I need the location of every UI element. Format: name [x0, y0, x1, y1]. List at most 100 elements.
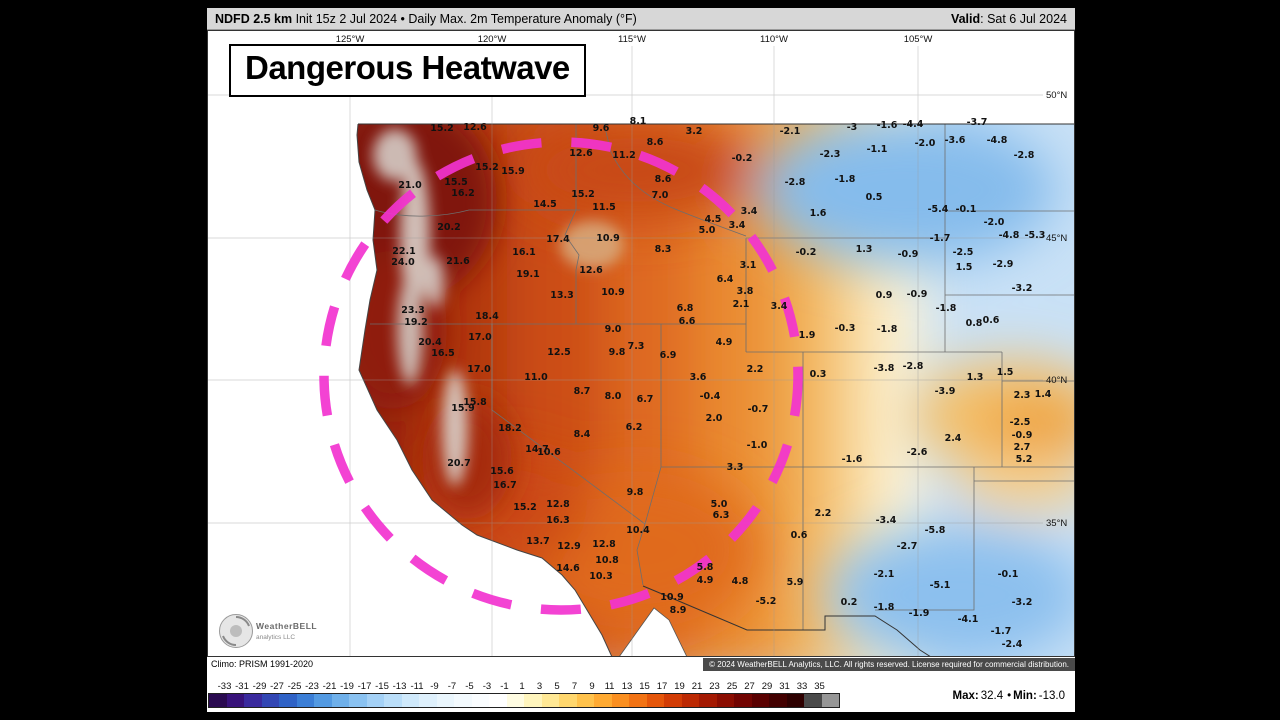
temp-anomaly-value: 10.9 [596, 233, 619, 244]
temp-anomaly-value: 6.6 [679, 316, 696, 327]
temp-anomaly-value: -4.1 [958, 614, 979, 625]
temp-anomaly-value: 23.3 [401, 305, 424, 316]
temp-anomaly-value: -3.8 [874, 363, 895, 374]
temp-anomaly-value: 12.5 [547, 347, 570, 358]
temp-anomaly-value: 2.1 [733, 299, 750, 310]
temp-anomaly-value: -1.8 [874, 602, 895, 613]
colorbar-segment [541, 694, 559, 707]
anomaly-shading [357, 124, 1075, 657]
temp-anomaly-value: -3 [847, 122, 858, 133]
temp-anomaly-value: -3.9 [935, 386, 956, 397]
colorbar-tick: -27 [270, 681, 284, 692]
temp-anomaly-value: 13.7 [526, 536, 549, 547]
colorbar-segment [244, 694, 262, 707]
temp-anomaly-value: -3.2 [1012, 283, 1033, 294]
colorbar-tick: 25 [726, 681, 738, 692]
stats-bullet: • [1007, 690, 1012, 702]
colorbar-segment [226, 694, 244, 707]
colorbar-segment [699, 694, 717, 707]
temp-anomaly-value: -4.8 [999, 230, 1020, 241]
colorbar-segment [454, 694, 472, 707]
valid-time: Valid: Sat 6 Jul 2024 [951, 12, 1067, 26]
colorbar-segment [734, 694, 752, 707]
temp-anomaly-value: 3.4 [729, 220, 746, 231]
colorbar-segment [751, 694, 769, 707]
colorbar-segment [401, 694, 419, 707]
temp-anomaly-value: -2.9 [993, 259, 1014, 270]
colorbar-segment [559, 694, 577, 707]
temp-anomaly-value: 12.9 [557, 541, 580, 552]
temp-anomaly-value: 9.8 [627, 487, 644, 498]
axis-labels: 125°W 120°W 115°W 110°W 105°W 50°N 45°N 40°N 35°… [336, 34, 1068, 529]
temp-anomaly-value: 2.2 [747, 364, 764, 375]
temp-anomaly-value: 2.4 [945, 433, 962, 444]
temperature-values-layer: 15.2 12.6 9.6 8.1 3.2 -2.1 -3 -1.6 -4.4 -3.7 12.6 1… [391, 116, 1052, 650]
min-value: -13.0 [1038, 690, 1065, 702]
colorbar-segment [769, 694, 787, 707]
temp-anomaly-value: -5.8 [925, 525, 946, 536]
temp-anomaly-value: 8.4 [574, 429, 591, 440]
temp-anomaly-value: -2.8 [785, 177, 806, 188]
colorbar-tick: -23 [305, 681, 319, 692]
graphic-panel: NDFD 2.5 km Init 15z 2 Jul 2024 • Daily … [207, 8, 1075, 712]
product-subtitle: Init 15z 2 Jul 2024 • Daily Max. 2m Temp… [292, 11, 637, 26]
temp-anomaly-value: 15.9 [501, 166, 524, 177]
temp-anomaly-value: 6.8 [677, 303, 694, 314]
country-borders [358, 123, 1075, 657]
colorbar-segment [594, 694, 612, 707]
colorbar-area: -33 -31 -29 -27 -25 -23 -21 -19 -17 -15 -13 -11 -9 -7… [207, 681, 1075, 715]
temp-anomaly-value: -5.2 [756, 596, 777, 607]
temp-anomaly-value: -2.8 [903, 361, 924, 372]
temp-anomaly-value: 11.2 [612, 150, 635, 161]
longitude-label: 105°W [904, 34, 933, 45]
colorbar-tick: 31 [779, 681, 790, 692]
temp-anomaly-value: 13.3 [550, 290, 573, 301]
temp-anomaly-value: -1.7 [991, 626, 1012, 637]
colorbar-segment [821, 694, 839, 707]
temp-anomaly-value: 0.6 [791, 530, 808, 541]
colorbar-tick: 13 [621, 681, 633, 692]
temp-anomaly-value: -1.6 [877, 120, 898, 131]
temp-anomaly-value: 7.3 [628, 341, 645, 352]
colorbar-segment [611, 694, 629, 707]
temp-anomaly-value: -1.9 [909, 608, 930, 619]
temp-anomaly-value: 3.4 [771, 301, 788, 312]
attribution-strip: Climo: PRISM 1991-2020 © 2024 WeatherBEL… [207, 657, 1075, 671]
temp-anomaly-value: 15.8 [463, 397, 487, 408]
temp-anomaly-value: -2.1 [874, 569, 895, 580]
temp-anomaly-value: 1.3 [856, 244, 873, 255]
temp-anomaly-value: 10.4 [626, 525, 650, 536]
temp-anomaly-value: 12.6 [463, 122, 487, 133]
temp-anomaly-value: 1.4 [1035, 389, 1052, 400]
colorbar-tick: -15 [375, 681, 389, 692]
temp-anomaly-value: 8.0 [605, 391, 622, 402]
temp-anomaly-value: -4.4 [903, 119, 924, 130]
colorbar-tick: 15 [639, 681, 650, 692]
colorbar-tick: -33 [217, 681, 232, 692]
temp-anomaly-value: -3.6 [945, 135, 966, 146]
temp-anomaly-value: 9.0 [605, 324, 622, 335]
temp-anomaly-value: -5.3 [1025, 230, 1046, 241]
temp-anomaly-value: 10.6 [537, 447, 561, 458]
temp-anomaly-value: 6.4 [717, 274, 734, 285]
temp-anomaly-value: 22.1 [392, 246, 415, 257]
copyright-note: © 2024 WeatherBELL Analytics, LLC. All r… [703, 657, 1075, 671]
latlon-grid [208, 46, 1043, 656]
temp-anomaly-value: 1.5 [997, 367, 1014, 378]
temp-anomaly-value: 11.5 [592, 202, 615, 213]
colorbar-segment [314, 694, 332, 707]
temp-anomaly-value: 6.9 [660, 350, 677, 361]
temp-anomaly-value: 16.2 [451, 188, 474, 199]
temp-anomaly-value: 18.2 [498, 423, 521, 434]
temp-anomaly-value: 11.0 [524, 372, 548, 383]
colorbar-tick: -21 [322, 681, 337, 692]
colorbar-tick: -31 [235, 681, 249, 692]
temp-anomaly-value: 21.6 [446, 256, 470, 267]
temp-anomaly-value: 20.7 [447, 458, 470, 469]
longitude-label: 115°W [618, 34, 646, 45]
valid-date: : Sat 6 Jul 2024 [980, 11, 1067, 26]
colorbar-segment [786, 694, 804, 707]
latitude-label: 50°N [1046, 90, 1067, 101]
temp-anomaly-value: 15.6 [490, 466, 514, 477]
colorbar-segment [296, 694, 314, 707]
